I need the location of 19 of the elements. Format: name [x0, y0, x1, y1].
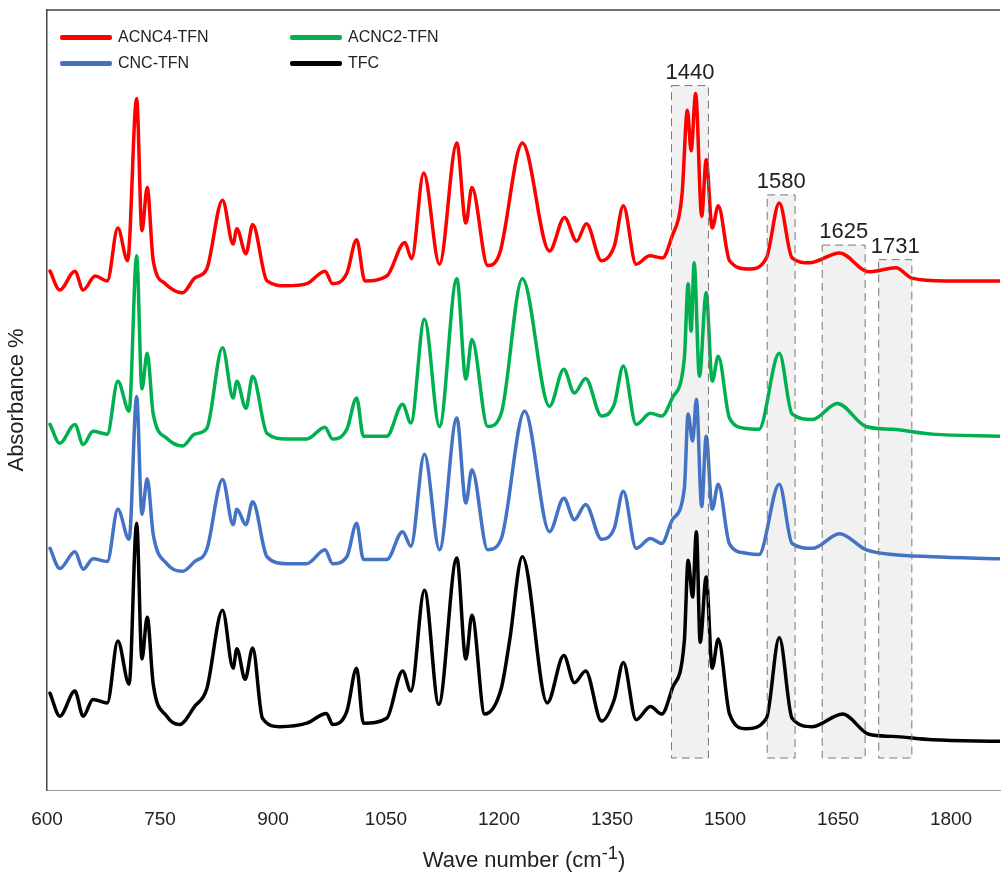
legend-label: ACNC4-TFN	[118, 28, 209, 46]
x-tick-label: 1350	[590, 807, 634, 829]
band-label: 1731	[870, 232, 920, 258]
x-axis-title: Wave number (cm$^{-1}$)	[421, 842, 627, 874]
band-label: 1440	[665, 58, 715, 84]
x-tick-label: 900	[257, 807, 289, 829]
x-tick-label: 750	[144, 807, 176, 829]
legend-label: ACNC2-TFN	[348, 28, 439, 46]
x-tick-label: 1800	[929, 807, 973, 829]
x-tick-label: 1200	[477, 807, 521, 829]
band-label: 1580	[756, 167, 806, 193]
band-label: 1625	[819, 218, 869, 244]
x-tick-label: 600	[31, 807, 63, 829]
legend-label: TFC	[348, 54, 380, 72]
x-tick-label: 1650	[816, 807, 860, 829]
legend-label: CNC-TFN	[118, 54, 190, 72]
y-axis-title: Absorbance %	[3, 328, 29, 472]
x-tick-label: 1500	[703, 807, 747, 829]
x-tick-label: 1050	[364, 807, 408, 829]
